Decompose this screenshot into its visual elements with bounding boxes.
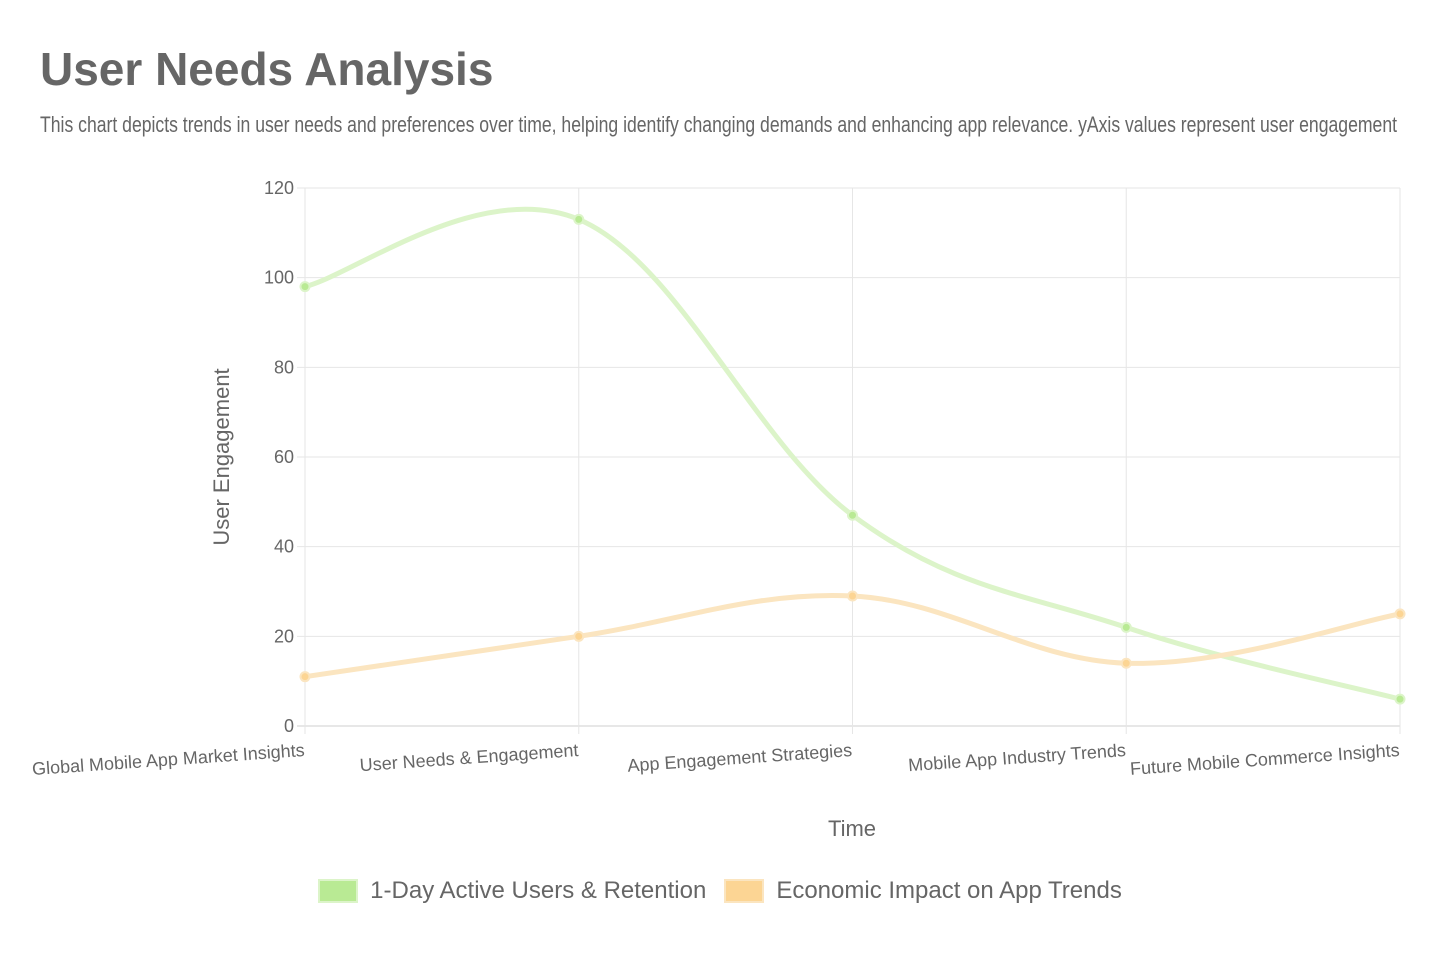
series-1 <box>299 590 1406 683</box>
data-point[interactable] <box>299 281 311 293</box>
grid <box>297 187 1401 734</box>
legend-swatch-economic-impact <box>724 879 765 903</box>
series-line <box>302 206 1403 702</box>
legend-label-economic-impact: Economic Impact on App Trends <box>776 877 1122 904</box>
series-0 <box>299 206 1406 705</box>
legend-item-economic-impact[interactable]: Economic Impact on App Trends <box>724 877 1122 905</box>
x-tick-label: Future Mobile Commerce Insights <box>1129 740 1400 779</box>
data-point[interactable] <box>573 213 585 225</box>
y-tick-label: 120 <box>264 178 294 198</box>
axes: 0 20 40 60 80 100 120 Global Mobile App Market … <box>31 178 1400 779</box>
y-axis-title: User Engagement <box>209 368 234 545</box>
x-tick-label: App Engagement Strategies <box>627 740 853 776</box>
legend-swatch-active-users <box>318 879 359 903</box>
chart-title: User Needs Analysis <box>40 43 494 95</box>
data-point[interactable] <box>1394 608 1406 620</box>
y-tick-label: 20 <box>274 626 294 646</box>
y-tick-label: 60 <box>274 447 294 467</box>
y-tick-label: 0 <box>284 716 294 736</box>
data-point[interactable] <box>1120 621 1132 633</box>
data-point[interactable] <box>1120 657 1132 669</box>
x-tick-label: Global Mobile App Market Insights <box>31 740 305 779</box>
series-layer <box>299 206 1406 705</box>
data-point[interactable] <box>847 509 858 521</box>
data-point[interactable] <box>847 590 858 602</box>
legend-item-active-users[interactable]: 1-Day Active Users & Retention <box>318 877 706 905</box>
x-axis-title: Time <box>828 816 876 841</box>
x-tick-label: Mobile App Industry Trends <box>908 740 1127 775</box>
x-tick-label: User Needs & Engagement <box>359 740 579 775</box>
data-point[interactable] <box>1394 693 1406 705</box>
y-tick-label: 40 <box>274 537 294 557</box>
data-point[interactable] <box>299 671 311 683</box>
legend-label-active-users: 1-Day Active Users & Retention <box>370 877 707 904</box>
legend: 1-Day Active Users & Retention Economic … <box>0 877 1440 905</box>
y-tick-label: 80 <box>274 357 294 377</box>
data-point[interactable] <box>573 630 585 642</box>
y-tick-label: 100 <box>264 268 294 288</box>
